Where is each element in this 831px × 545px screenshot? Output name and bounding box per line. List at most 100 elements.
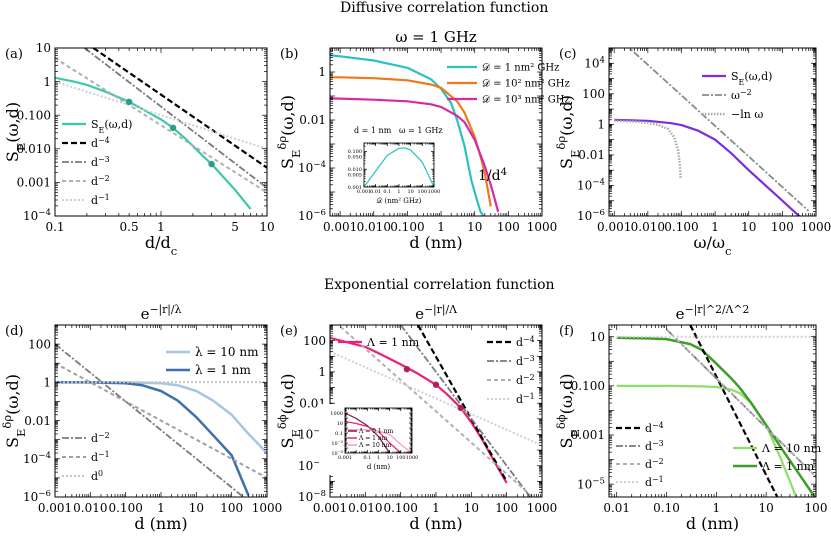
legend-label: d−2 bbox=[645, 456, 664, 471]
inset-background bbox=[319, 404, 420, 475]
x-tick-label: 0.100 bbox=[390, 220, 424, 234]
series-line--2 bbox=[628, 48, 810, 212]
x-tick-label: 0.1 bbox=[383, 189, 391, 195]
data-marker bbox=[403, 365, 411, 373]
x-axis-label: d (nm) bbox=[134, 514, 187, 533]
x-tick-label: 0.5 bbox=[120, 220, 139, 234]
y-tick-label: 0.01 bbox=[24, 414, 51, 428]
chart-title: ω = 1 GHz bbox=[395, 28, 477, 46]
panel-label: (c) bbox=[559, 47, 576, 62]
x-tick-label: 0.10 bbox=[653, 501, 680, 515]
y-tick-label: 0.050 bbox=[348, 155, 362, 161]
panel-label: (a) bbox=[5, 47, 23, 62]
data-marker bbox=[169, 124, 177, 132]
x-tick-label: 0.010 bbox=[73, 501, 107, 515]
series-line-s-e-d- bbox=[614, 118, 801, 216]
x-tick-label: 1 bbox=[432, 501, 440, 515]
x-tick-label: 10 bbox=[407, 189, 413, 195]
y-axis-label: SEδρ(ω,d) bbox=[275, 95, 303, 169]
y-axis-label: SE(ω,d) bbox=[3, 102, 28, 162]
series-line-d-2 bbox=[55, 57, 267, 194]
series-line-d-1 bbox=[55, 362, 267, 479]
x-tick-label: 10 bbox=[467, 220, 482, 234]
y-tick-label: 0.005 bbox=[348, 172, 362, 178]
x-axis-label: d (nm) bbox=[686, 514, 739, 533]
x-axis-label: d (nm) bbox=[409, 233, 462, 252]
series-line--10-nm bbox=[55, 381, 267, 454]
inset-legend-label: Λ = 1 nm bbox=[358, 435, 388, 442]
series-line-d-1 bbox=[55, 80, 267, 150]
legend-label: d−4 bbox=[516, 334, 535, 349]
legend-label: Λ = 1 nm bbox=[761, 460, 815, 473]
chart-panel-a: 0.1 0.5 1 5 10 10 1 0.100 0.010 0.001 10−4 (a) d/dc S… bbox=[3, 41, 275, 258]
series-line--ln- bbox=[614, 119, 682, 179]
legend-label: d−3 bbox=[645, 438, 664, 453]
legend-label: d−1 bbox=[516, 391, 535, 406]
y-tick-label: 0.01 bbox=[578, 148, 605, 162]
y-tick-label: 0.100 bbox=[571, 379, 605, 393]
legend-label: ω−2 bbox=[731, 87, 752, 102]
legend-label: d−3 bbox=[91, 154, 110, 169]
x-tick-label: 0.010 bbox=[348, 501, 382, 515]
chart-title: e−|r|/Λ bbox=[415, 303, 457, 324]
x-tick-label: 1 bbox=[157, 501, 165, 515]
legend-label: d−3 bbox=[516, 353, 535, 368]
series-group bbox=[345, 412, 412, 453]
x-axis-label: ω/ωc bbox=[694, 233, 732, 258]
y-tick-label: 10 bbox=[337, 421, 343, 427]
x-axis-label: d (nm) bbox=[409, 514, 462, 533]
data-marker bbox=[457, 404, 464, 412]
x-tick-label: 0.1 bbox=[363, 455, 371, 461]
x-tick-label: 100 bbox=[497, 220, 520, 234]
x-tick-label: 0.001 bbox=[597, 220, 631, 234]
y-axis-label: SEδρ(ω,d) bbox=[0, 374, 28, 448]
series-line--1-nm-ghz bbox=[330, 54, 485, 216]
legend-label: 𝒟 = 10³ nm² GHz bbox=[482, 95, 570, 106]
series-group bbox=[616, 325, 816, 497]
x-tick-label: 100 bbox=[220, 501, 243, 515]
x-tick-label: 0.001 bbox=[357, 189, 371, 195]
y-tick-label: 10−3 bbox=[331, 440, 343, 447]
legend-label: d−2 bbox=[91, 430, 110, 445]
x-tick-label: 5 bbox=[231, 220, 239, 234]
panel-label: (b) bbox=[280, 47, 298, 62]
x-tick-label: 0.100 bbox=[383, 501, 417, 515]
y-tick-label: 100 bbox=[28, 337, 51, 351]
series-group bbox=[55, 48, 267, 210]
x-tick-label: 0.010 bbox=[357, 220, 391, 234]
series-line-d-2 bbox=[336, 325, 535, 497]
legend-label: SE(ω,d) bbox=[731, 70, 772, 87]
x-tick-label: 0.001 bbox=[323, 220, 357, 234]
legend-label: d0 bbox=[91, 468, 103, 483]
plot-frame bbox=[608, 47, 817, 217]
y-tick-label: 10−6 bbox=[577, 208, 605, 223]
series-line-d-3 bbox=[83, 48, 267, 189]
legend-label: d−2 bbox=[516, 372, 535, 387]
series-group bbox=[55, 343, 267, 497]
series-line-d-4 bbox=[92, 48, 267, 169]
x-tick-label: 1000 bbox=[406, 455, 419, 461]
y-tick-label: 10−5 bbox=[577, 476, 605, 491]
x-tick-label: 0.100 bbox=[664, 220, 698, 234]
x-tick-label: 1 bbox=[377, 455, 380, 461]
x-tick-label: 100 bbox=[418, 189, 428, 195]
y-axis-label: SEδϕ(ω,d) bbox=[275, 373, 303, 448]
x-tick-label: 10 bbox=[189, 501, 204, 515]
chart-panel-b: 0.001 0.010 0.100 1 10 100 100010.0110−410−6(b… bbox=[275, 28, 570, 252]
x-tick-label: 100 bbox=[396, 455, 406, 461]
x-tick-label: 1000 bbox=[527, 501, 558, 515]
annotation-label: 1/d4 bbox=[478, 167, 507, 185]
legend-label: SE(ω,d) bbox=[91, 118, 132, 135]
series-line-d-4 bbox=[689, 325, 779, 497]
x-tick-label: 1 bbox=[157, 220, 165, 234]
legend-label: d−2 bbox=[91, 173, 110, 188]
x-tick-label: 100 bbox=[805, 501, 828, 515]
y-tick-label: 100 bbox=[582, 87, 605, 101]
y-tick-label: 0.001 bbox=[348, 185, 362, 191]
y-tick-label: 10 bbox=[36, 41, 51, 55]
legend-label: d−1 bbox=[91, 192, 110, 207]
y-tick-label: 104 bbox=[584, 55, 605, 70]
series-line--10-nm bbox=[616, 384, 798, 497]
series-group bbox=[330, 54, 500, 216]
